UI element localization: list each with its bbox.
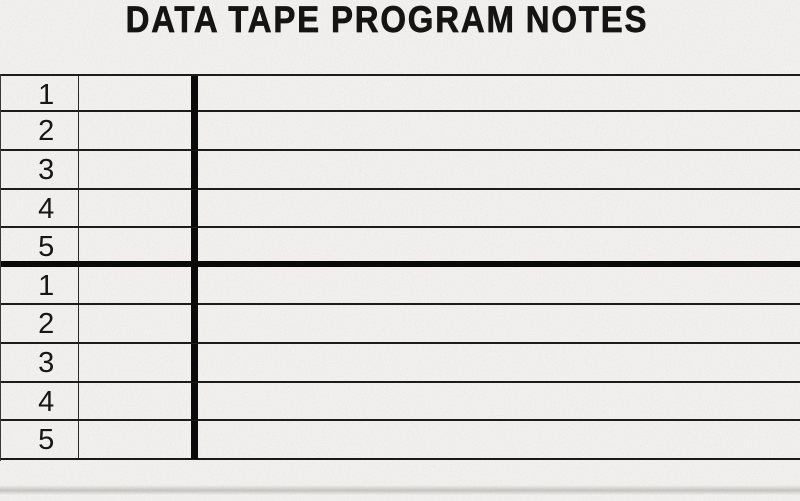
svg-text:DATA TAPE PROGRAM NOTES: DATA TAPE PROGRAM NOTES bbox=[126, 0, 649, 40]
